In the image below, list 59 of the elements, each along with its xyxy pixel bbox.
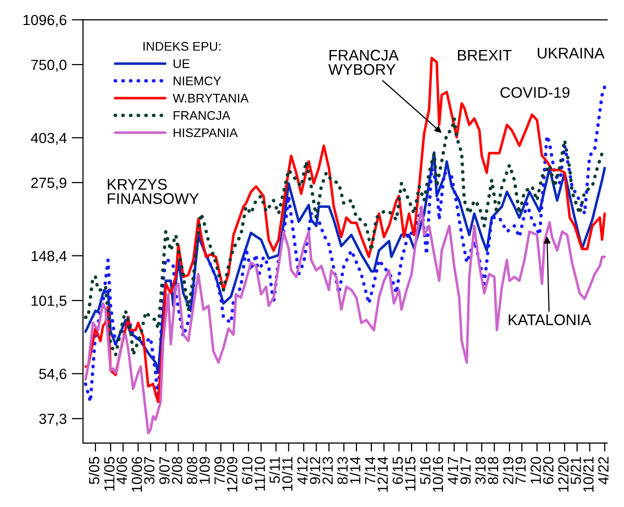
x-tick-label: 11/10: [254, 456, 266, 491]
x-tick-label: 7/19: [515, 457, 526, 484]
x-tick-label: 2/19: [502, 457, 514, 484]
x-tick-label: 3/18: [474, 456, 486, 484]
x-tick-label: 11/15: [404, 456, 416, 491]
annotation: FRANCJA WYBORY: [328, 50, 399, 75]
x-tick-label: 10/16: [432, 456, 444, 492]
x-tick-label: 5/05: [88, 456, 100, 484]
legend-label: HISZPANIA: [174, 128, 238, 138]
x-tick-label: 12/20: [558, 456, 569, 492]
x-tick-label: 11/05: [104, 456, 115, 491]
x-tick-label: 12/09: [226, 457, 238, 492]
x-tick-label: 7/14: [364, 456, 376, 484]
annotation: COVID-19: [500, 87, 570, 98]
x-tick-label: 10/06: [131, 456, 142, 492]
x-tick-label: 9/07: [158, 457, 170, 484]
x-tick-label: 8/13: [337, 456, 348, 484]
x-tick-label: 4/06: [116, 456, 127, 484]
y-tick-label: 275,9: [31, 178, 66, 190]
legend-label: W.BRYTANIA: [172, 94, 249, 102]
x-tick-label: 10/21: [582, 457, 594, 492]
x-tick-label: 3/07: [144, 457, 154, 484]
x-tick-label: 1/09: [199, 457, 210, 484]
x-tick-label: 6/15: [392, 456, 403, 484]
x-tick-label: 10/11: [282, 457, 293, 491]
legend-label: NIEMCY: [174, 76, 222, 86]
legend-title: INDEKS EPU:: [143, 42, 220, 51]
y-tick-label: 1096,6: [24, 14, 66, 27]
x-tick-label: 7/09: [214, 457, 225, 484]
x-tick-label: 2/08: [172, 456, 182, 484]
x-tick-label: 2/13: [322, 456, 333, 484]
legend-label: FRANCJA: [174, 111, 230, 120]
x-tick-label: 6/20: [542, 456, 554, 484]
x-tick-label: 1/20: [530, 456, 541, 484]
y-tick-label: 148,4: [32, 250, 67, 263]
legend-label: UE: [174, 59, 190, 68]
line-series: [84, 205, 606, 434]
x-tick-label: 6/10: [242, 456, 252, 484]
y-tick-label: 37,3: [39, 414, 66, 426]
x-tick-label: 4/17: [447, 457, 458, 484]
x-tick-label: 5/21: [570, 457, 581, 484]
x-tick-label: 9/12: [310, 457, 320, 484]
annotation: KRYZYS FINANSOWY: [108, 178, 199, 204]
x-tick-label: 4/12: [296, 457, 308, 484]
annotation: UKRAINA: [538, 48, 604, 59]
y-tick-label: 54,6: [39, 368, 66, 381]
annotation: BREXIT: [458, 50, 512, 60]
x-tick-label: 1/14: [350, 456, 360, 484]
y-tick-label: 101,5: [32, 296, 66, 308]
x-tick-label: 4/22: [598, 457, 609, 484]
x-tick-label: 12/14: [377, 456, 388, 492]
x-tick-label: 8/18: [488, 456, 498, 484]
y-tick-label: 403,4: [30, 132, 67, 145]
x-tick-label: 8/08: [186, 456, 198, 484]
x-tick-label: 9/17: [460, 457, 471, 484]
annotation: KATALONIA: [508, 314, 592, 326]
x-tick-label: 5/16: [420, 456, 430, 484]
x-tick-label: 5/11: [269, 457, 280, 484]
y-tick-label: 750,0: [31, 60, 66, 72]
